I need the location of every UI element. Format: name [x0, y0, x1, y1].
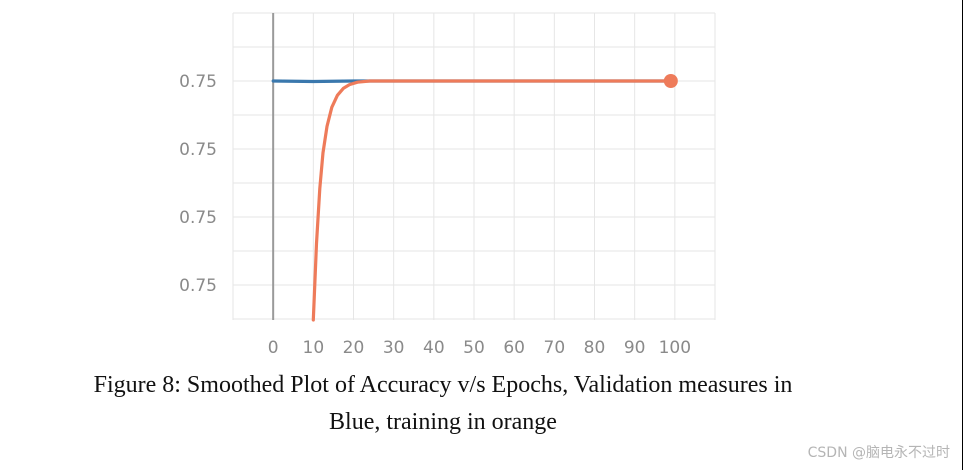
tick-labels: 0.75 0.75 0.75 0.75 0 10 20 30 40 50 60 70 80 90 100 [179, 72, 691, 358]
figure-caption-line-1: Figure 8: Smoothed Plot of Accuracy v/s … [93, 372, 793, 398]
x-tick-label: 70 [544, 338, 566, 358]
x-tick-label: 60 [503, 338, 525, 358]
y-tick-label: 0.75 [179, 140, 217, 160]
series-layer [271, 74, 678, 322]
watermark-text: CSDN @脑电永不过时 [807, 445, 950, 461]
y-tick-label: 0.75 [179, 208, 217, 228]
training-line [311, 79, 673, 322]
x-tick-label: 20 [343, 338, 365, 358]
grid-lines [232, 12, 716, 320]
figure-caption-line-2: Blue, training in orange [329, 409, 557, 435]
x-tick-label: 90 [624, 338, 646, 358]
x-tick-label: 50 [463, 338, 485, 358]
y-tick-label: 0.75 [179, 276, 217, 296]
x-tick-label: 10 [303, 338, 325, 358]
x-tick-label: 0 [268, 338, 279, 358]
x-tick-label: 80 [584, 338, 606, 358]
y-tick-label: 0.75 [179, 72, 217, 92]
right-border [962, 0, 963, 470]
x-tick-label: 40 [423, 338, 445, 358]
x-tick-label: 100 [659, 338, 691, 358]
training-end-marker [663, 74, 678, 88]
x-tick-label: 30 [383, 338, 405, 358]
